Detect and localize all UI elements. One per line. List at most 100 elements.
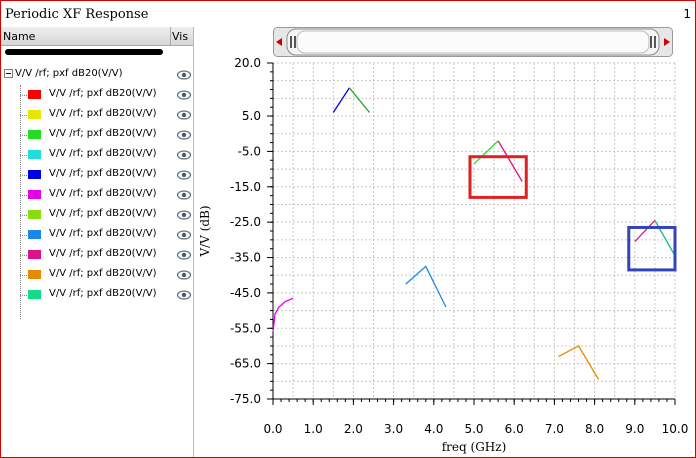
tree-connector (20, 175, 27, 176)
series-line-3[interactable] (473, 140, 499, 165)
redacted-label (5, 49, 163, 55)
y-tick-label: 20.0 (234, 57, 261, 70)
series-line-6[interactable] (634, 219, 656, 243)
series-line-0[interactable] (272, 297, 294, 332)
tree-connector (20, 235, 27, 236)
trace-list-item[interactable]: V/V /rf; pxf dB20(V/V) (1, 145, 193, 165)
eye-icon[interactable] (177, 130, 191, 140)
tree-item-root[interactable]: V/V /rf; pxf dB20(V/V) (1, 65, 193, 85)
column-header-name[interactable]: Name (3, 30, 36, 43)
trace-label: V/V /rf; pxf dB20(V/V) (49, 108, 157, 119)
tree-connector (20, 155, 27, 156)
column-header-vis[interactable]: Vis (172, 30, 189, 43)
trace-list-item[interactable]: V/V /rf; pxf dB20(V/V) (1, 185, 193, 205)
title-bar: Periodic XF Response 1 (1, 1, 695, 27)
y-axis-label: V/V (dB) (198, 205, 212, 257)
trace-label: V/V /rf; pxf dB20(V/V) (49, 188, 157, 199)
eye-icon[interactable] (177, 190, 191, 200)
eye-icon[interactable] (177, 290, 191, 300)
trace-color-swatch (28, 150, 41, 159)
trace-color-swatch (28, 250, 41, 259)
trace-color-swatch (28, 210, 41, 219)
y-tick-label: -5.0 (238, 144, 261, 158)
tree-connector (20, 115, 27, 116)
trace-color-swatch (28, 290, 41, 299)
highlight-box-0 (468, 155, 528, 199)
plot-area[interactable]: 0.0 1.0 2.0 3.0 4.0 5.0 6.0 7.0 8.0 9.0 10.0 20.0 5.… (195, 57, 695, 457)
tree-connector (20, 295, 27, 296)
eye-icon[interactable] (177, 70, 191, 80)
trace-label: V/V /rf; pxf dB20(V/V) (49, 148, 157, 159)
trace-color-swatch (28, 130, 41, 139)
eye-icon[interactable] (177, 150, 191, 160)
trace-color-swatch (28, 270, 41, 279)
x-tick-label: 7.0 (545, 422, 564, 436)
y-tick-label: 5.0 (242, 109, 261, 123)
tree-connector (20, 85, 21, 319)
left-grip-icon[interactable] (290, 36, 292, 48)
trace-list-item[interactable]: V/V /rf; pxf dB20(V/V) (1, 205, 193, 225)
trace-list-item[interactable]: V/V /rf; pxf dB20(V/V) (1, 85, 193, 105)
tree-connector (20, 95, 27, 96)
tree-connector (20, 135, 27, 136)
series-line-1[interactable] (332, 87, 350, 113)
x-zoom-scrollbar[interactable] (273, 27, 673, 57)
y-tick-label: -25.0 (230, 215, 261, 229)
trace-list-item[interactable]: V/V /rf; pxf dB20(V/V) (1, 285, 193, 305)
trace-list-item[interactable]: V/V /rf; pxf dB20(V/V) (1, 125, 193, 145)
trace-list-header: Name Vis (1, 27, 193, 46)
series-line-2[interactable] (348, 87, 371, 113)
trace-label: V/V /rf; pxf dB20(V/V) (49, 88, 157, 99)
window-title: Periodic XF Response (5, 7, 149, 22)
x-tick-label: 4.0 (424, 422, 443, 436)
tree-connector (20, 255, 27, 256)
trace-color-swatch (28, 230, 41, 239)
trace-list-item[interactable]: V/V /rf; pxf dB20(V/V) (1, 105, 193, 125)
y-tick-label: -55.0 (230, 321, 261, 335)
x-tick-label: 5.0 (464, 422, 483, 436)
tree-connector (20, 215, 27, 216)
eye-icon[interactable] (177, 170, 191, 180)
y-tick-label: -75.0 (230, 392, 261, 406)
trace-color-swatch (28, 190, 41, 199)
x-tick-label: 6.0 (505, 422, 524, 436)
x-tick-label: 8.0 (585, 422, 604, 436)
column-separator[interactable] (170, 27, 171, 45)
trace-list-item[interactable]: V/V /rf; pxf dB20(V/V) (1, 245, 193, 265)
scroll-left-arrow-icon[interactable] (276, 38, 282, 46)
series-line-4[interactable] (497, 140, 523, 182)
eye-icon[interactable] (177, 250, 191, 260)
eye-icon[interactable] (177, 270, 191, 280)
x-axis-label: freq (GHz) (442, 440, 507, 454)
x-tick-label: 2.0 (344, 422, 363, 436)
trace-list-panel: Name Vis V/V /rf; pxf dB20(V/V) V/V /rf;… (1, 27, 194, 457)
scroll-right-arrow-icon[interactable] (664, 38, 670, 46)
trace-label: V/V /rf; pxf dB20(V/V) (49, 248, 157, 259)
right-grip-icon[interactable] (650, 36, 652, 48)
y-tick-label: -65.0 (230, 357, 261, 371)
trace-label: V/V /rf; pxf dB20(V/V) (49, 268, 157, 279)
trace-list-item[interactable]: V/V /rf; pxf dB20(V/V) (1, 265, 193, 285)
collapse-toggle-icon[interactable] (4, 69, 13, 78)
x-tick-label: 3.0 (384, 422, 403, 436)
trace-list-item[interactable]: V/V /rf; pxf dB20(V/V) (1, 225, 193, 245)
eye-icon[interactable] (177, 210, 191, 220)
series-line-8[interactable] (558, 345, 600, 380)
trace-label: V/V /rf; pxf dB20(V/V) (49, 228, 157, 239)
eye-icon[interactable] (177, 90, 191, 100)
series-line-5[interactable] (405, 265, 447, 308)
eye-icon[interactable] (177, 110, 191, 120)
trace-list-item[interactable]: V/V /rf; pxf dB20(V/V) (1, 165, 193, 185)
trace-color-swatch (28, 110, 41, 119)
trace-label: V/V /rf; pxf dB20(V/V) (49, 288, 157, 299)
x-tick-label: 0.0 (263, 422, 282, 436)
eye-icon[interactable] (177, 230, 191, 240)
trace-color-swatch (28, 170, 41, 179)
trace-label: V/V /rf; pxf dB20(V/V) (49, 168, 157, 179)
tree-connector (20, 275, 27, 276)
x-tick-label: 10.0 (662, 422, 689, 436)
x-tick-label: 9.0 (625, 422, 644, 436)
y-tick-label: -35.0 (230, 251, 261, 265)
trace-label: V/V /rf; pxf dB20(V/V) (49, 128, 157, 139)
series-line-7[interactable] (654, 220, 676, 257)
